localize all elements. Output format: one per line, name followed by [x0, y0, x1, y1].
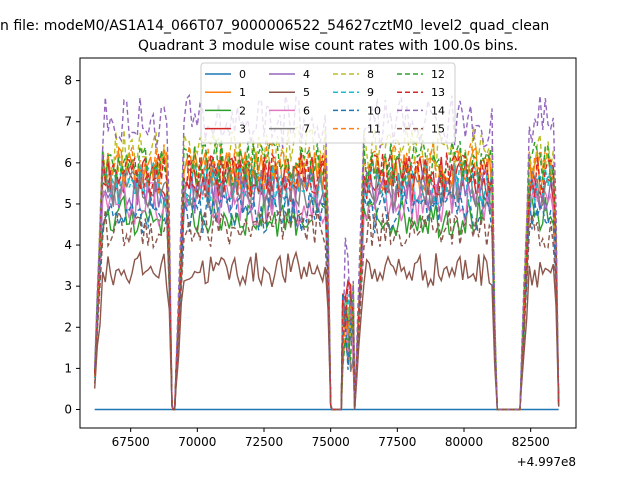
y-tick-label: 2	[64, 320, 72, 334]
legend-label-9: 9	[367, 86, 374, 99]
axes-layer: 67500 70000 72500 75000 77500 80000 82500 0 1 2 3 4…	[64, 74, 549, 449]
plot-frame	[79, 57, 577, 429]
legend-label-12: 12	[431, 68, 445, 81]
legend-label-10: 10	[367, 104, 381, 117]
legend-label-6: 6	[303, 104, 310, 117]
x-tick-label: 70000	[178, 435, 216, 449]
x-tick-label: 82500	[512, 435, 550, 449]
legend-label-5: 5	[303, 86, 310, 99]
y-tick-label: 3	[64, 279, 72, 293]
x-tick-label: 77500	[378, 435, 416, 449]
series-line-15	[94, 207, 560, 411]
x-tick-label: 72500	[245, 435, 283, 449]
y-tick-label: 7	[64, 115, 72, 129]
legend-label-14: 14	[431, 104, 445, 117]
chart-title: Quadrant 3 module wise count rates with …	[138, 38, 518, 54]
legend-label-1: 1	[239, 86, 246, 99]
y-tick-label: 6	[64, 156, 72, 170]
y-tick-label: 8	[64, 74, 72, 88]
legend-label-2: 2	[239, 104, 246, 117]
y-tick-label: 5	[64, 197, 72, 211]
x-offset-label: +4.997e8	[517, 455, 576, 469]
x-tick-label: 75000	[312, 435, 350, 449]
legend-label-0: 0	[239, 68, 246, 81]
y-tick-label: 0	[64, 403, 72, 417]
legend-label-4: 4	[303, 68, 310, 81]
legend-label-11: 11	[367, 123, 381, 136]
legend-label-15: 15	[431, 123, 445, 136]
legend-label-3: 3	[239, 123, 246, 136]
legend-label-7: 7	[303, 123, 310, 136]
legend-label-13: 13	[431, 86, 445, 99]
y-tick-label: 4	[64, 238, 72, 252]
chart-suptitle: n file: modeM0/AS1A14_066T07_9000006522_…	[0, 18, 549, 34]
series-line-11	[94, 142, 560, 411]
legend-label-8: 8	[367, 68, 374, 81]
y-tick-label: 1	[64, 361, 72, 375]
legend-frame	[200, 62, 456, 144]
x-tick-label: 80000	[445, 435, 483, 449]
series-line-5	[94, 250, 560, 411]
x-tick-label: 67500	[112, 435, 150, 449]
